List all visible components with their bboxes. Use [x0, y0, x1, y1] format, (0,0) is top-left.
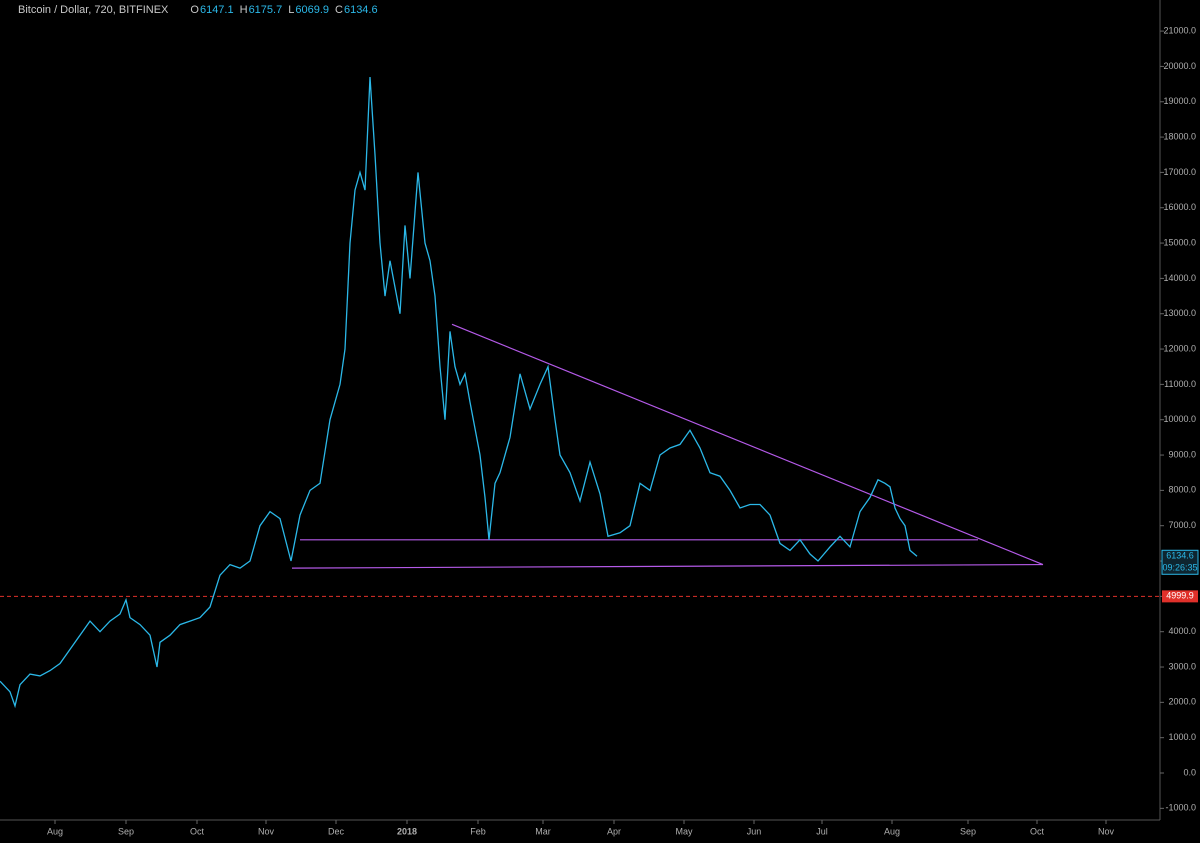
y-tick-label: 3000.0: [1168, 661, 1196, 671]
last-price-time: 09:26:35: [1162, 563, 1197, 573]
x-tick-label: Feb: [470, 826, 486, 836]
price-line-box: [1162, 590, 1198, 603]
price-line-series: [0, 76, 918, 709]
ohlc-label: C: [335, 4, 343, 16]
y-tick-label: 19000.0: [1163, 96, 1196, 106]
ohlc-value: 6134.6: [344, 4, 378, 16]
chart-title: Bitcoin / Dollar, 720, BITFINEX: [18, 4, 169, 16]
ohlc-value: 6069.9: [295, 4, 329, 16]
trendline: [291, 563, 1044, 569]
x-tick-label: Jun: [747, 826, 762, 836]
y-tick-label: 11000.0: [1164, 379, 1196, 389]
x-tick-label: Aug: [884, 826, 900, 836]
y-tick-label: 16000.0: [1163, 202, 1196, 212]
y-tick-label: 13000.0: [1163, 308, 1196, 318]
x-tick-label: Sep: [960, 826, 976, 836]
x-tick-label: Oct: [190, 826, 205, 836]
y-tick-label: 9000.0: [1168, 449, 1196, 459]
x-tick-label: Dec: [328, 826, 345, 836]
x-tick-label: Aug: [47, 826, 63, 836]
last-price-label: 6134.6: [1166, 551, 1194, 561]
x-tick-label: Mar: [535, 826, 551, 836]
ohlc-label: H: [240, 4, 248, 16]
y-tick-label: 2000.0: [1168, 697, 1196, 707]
y-tick-label: 15000.0: [1163, 237, 1196, 247]
y-tick-label: 1000.0: [1168, 732, 1196, 742]
ohlc-value: 6147.1: [200, 4, 234, 16]
trendline: [451, 323, 1044, 566]
y-tick-label: 12000.0: [1163, 343, 1196, 353]
x-tick-label: Apr: [607, 826, 621, 836]
last-price-box: [1161, 549, 1199, 575]
x-tick-label: Jul: [816, 826, 828, 836]
price-line-label: 4999.9: [1166, 591, 1194, 601]
y-tick-label: 14000.0: [1163, 273, 1196, 283]
x-tick-label: 2018: [397, 826, 417, 836]
y-tick-label: 8000.0: [1168, 485, 1196, 495]
x-tick-label: Oct: [1030, 826, 1045, 836]
y-tick-label: 17000.0: [1163, 167, 1196, 177]
y-tick-label: 4000.0: [1168, 626, 1196, 636]
y-tick-label: 7000.0: [1168, 520, 1196, 530]
y-tick-label: 0.0: [1183, 767, 1196, 777]
x-tick-label: Nov: [258, 826, 275, 836]
y-tick-label: -1000.0: [1165, 803, 1196, 813]
ohlc-label: O: [190, 4, 199, 16]
y-tick-label: 21000.0: [1163, 25, 1196, 35]
y-tick-label: 18000.0: [1163, 131, 1196, 141]
x-tick-label: May: [675, 826, 693, 836]
y-tick-label: 10000.0: [1163, 414, 1196, 424]
x-tick-label: Nov: [1098, 826, 1115, 836]
y-tick-label: 20000.0: [1163, 61, 1196, 71]
ohlc-value: 6175.7: [249, 4, 283, 16]
x-tick-label: Sep: [118, 826, 134, 836]
ohlc-label: L: [288, 4, 294, 16]
